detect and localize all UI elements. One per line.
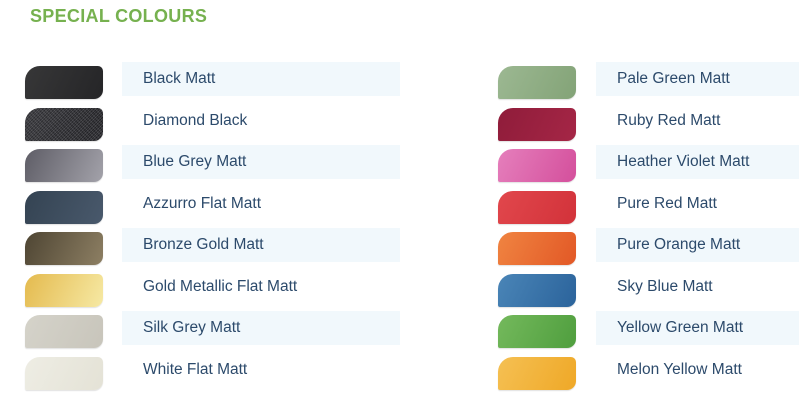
colour-name: Yellow Green Matt bbox=[617, 319, 744, 336]
swatch-cell bbox=[25, 187, 103, 224]
colour-name: Bronze Gold Matt bbox=[143, 236, 264, 253]
colour-label: Melon Yellow Matt bbox=[596, 352, 799, 387]
colour-row: Diamond Black Ruby Red Matt bbox=[25, 103, 799, 141]
colour-label: Silk Grey Matt bbox=[122, 311, 400, 345]
swatch-cell bbox=[25, 228, 103, 265]
colour-label: Blue Grey Matt bbox=[122, 145, 400, 179]
colour-label: Pale Green Matt bbox=[596, 62, 799, 96]
colour-name: Melon Yellow Matt bbox=[617, 360, 742, 378]
colour-row: Silk Grey Matt Yellow Green Matt bbox=[25, 311, 799, 348]
colour-name: Black Matt bbox=[143, 70, 216, 87]
colour-swatch-pure-red-matt bbox=[498, 190, 576, 224]
page-title: SPECIAL COLOURS bbox=[30, 6, 208, 26]
swatch-cell bbox=[25, 311, 103, 348]
colour-label: Yellow Green Matt bbox=[596, 311, 799, 345]
colour-name: White Flat Matt bbox=[143, 360, 248, 378]
swatch-cell bbox=[498, 353, 576, 390]
colour-swatch-pale-green-matt bbox=[498, 66, 576, 99]
swatch-cell bbox=[498, 62, 576, 99]
colour-name: Azzurro Flat Matt bbox=[143, 194, 261, 212]
colour-swatch-gold-metallic-flat-matt bbox=[25, 273, 103, 307]
colour-name: Pure Red Matt bbox=[617, 194, 717, 212]
colour-swatch-sky-blue-matt bbox=[498, 273, 576, 307]
colour-name: Gold Metallic Flat Matt bbox=[143, 277, 298, 295]
colour-label: Gold Metallic Flat Matt bbox=[122, 269, 400, 304]
colour-name: Sky Blue Matt bbox=[617, 277, 713, 295]
colour-row: Azzurro Flat Matt Pure Red Matt bbox=[25, 186, 799, 224]
colour-label: Pure Red Matt bbox=[596, 186, 799, 221]
colour-swatch-black-matt bbox=[25, 66, 103, 99]
colour-label: Pure Orange Matt bbox=[596, 228, 799, 262]
colour-swatch-silk-grey-matt bbox=[25, 315, 103, 348]
swatch-cell bbox=[498, 145, 576, 182]
swatch-cell bbox=[498, 270, 576, 307]
colour-label: White Flat Matt bbox=[122, 352, 400, 387]
colour-name: Pale Green Matt bbox=[617, 70, 730, 87]
colour-label: Black Matt bbox=[122, 62, 400, 96]
swatch-cell bbox=[498, 104, 576, 141]
colour-swatch-melon-yellow-matt bbox=[498, 356, 576, 390]
colour-label: Diamond Black bbox=[122, 103, 400, 138]
colour-row: White Flat Matt Melon Yellow Matt bbox=[25, 352, 799, 390]
colour-swatch-ruby-red-matt bbox=[498, 107, 576, 141]
colour-swatch-blue-grey-matt bbox=[25, 149, 103, 182]
swatch-cell bbox=[25, 62, 103, 99]
colour-swatch-white-flat-matt bbox=[25, 356, 103, 390]
colour-label: Ruby Red Matt bbox=[596, 103, 799, 138]
colour-row: Gold Metallic Flat Matt Sky Blue Matt bbox=[25, 269, 799, 307]
swatch-cell bbox=[25, 145, 103, 182]
swatch-cell bbox=[498, 187, 576, 224]
colour-name: Heather Violet Matt bbox=[617, 153, 750, 170]
swatch-cell bbox=[25, 353, 103, 390]
colour-name: Ruby Red Matt bbox=[617, 111, 721, 129]
swatch-cell bbox=[498, 311, 576, 348]
swatch-cell bbox=[25, 270, 103, 307]
colour-label: Sky Blue Matt bbox=[596, 269, 799, 304]
colour-name: Pure Orange Matt bbox=[617, 236, 741, 253]
colour-swatch-pure-orange-matt bbox=[498, 232, 576, 265]
colour-table: Black Matt Pale Green Matt Diamond Black… bbox=[25, 62, 799, 394]
colour-row: Bronze Gold Matt Pure Orange Matt bbox=[25, 228, 799, 265]
colour-label: Heather Violet Matt bbox=[596, 145, 799, 179]
colour-name: Blue Grey Matt bbox=[143, 153, 247, 170]
swatch-cell bbox=[498, 228, 576, 265]
colour-label: Bronze Gold Matt bbox=[122, 228, 400, 262]
colour-swatch-yellow-green-matt bbox=[498, 315, 576, 348]
colour-name: Silk Grey Matt bbox=[143, 319, 241, 336]
colour-label: Azzurro Flat Matt bbox=[122, 186, 400, 221]
colour-row: Black Matt Pale Green Matt bbox=[25, 62, 799, 99]
colour-swatch-diamond-black bbox=[25, 107, 103, 141]
colour-swatch-heather-violet-matt bbox=[498, 149, 576, 182]
colour-row: Blue Grey Matt Heather Violet Matt bbox=[25, 145, 799, 182]
colour-swatch-azzurro-flat-matt bbox=[25, 190, 103, 224]
colour-swatch-bronze-gold-matt bbox=[25, 232, 103, 265]
colour-name: Diamond Black bbox=[143, 111, 248, 129]
swatch-cell bbox=[25, 104, 103, 141]
